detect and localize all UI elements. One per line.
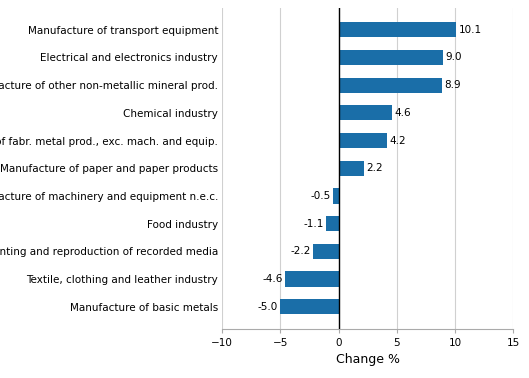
Bar: [339, 133, 387, 148]
Bar: [339, 161, 364, 176]
Text: -4.6: -4.6: [262, 274, 282, 284]
Bar: [280, 299, 339, 314]
X-axis label: Change %: Change %: [336, 353, 399, 366]
Text: 10.1: 10.1: [459, 25, 481, 35]
Bar: [339, 105, 392, 121]
Bar: [313, 244, 339, 259]
Bar: [339, 22, 456, 37]
Text: -2.2: -2.2: [290, 246, 311, 256]
Text: -5.0: -5.0: [258, 302, 278, 311]
Text: 4.6: 4.6: [395, 108, 411, 118]
Text: -0.5: -0.5: [310, 191, 331, 201]
Text: 8.9: 8.9: [444, 80, 461, 90]
Text: 2.2: 2.2: [367, 163, 383, 173]
Text: 9.0: 9.0: [445, 53, 462, 62]
Text: 4.2: 4.2: [390, 136, 406, 146]
Bar: [285, 271, 339, 287]
Bar: [333, 188, 339, 203]
Text: -1.1: -1.1: [303, 218, 323, 229]
Bar: [339, 77, 442, 93]
Bar: [339, 50, 443, 65]
Bar: [326, 216, 339, 231]
